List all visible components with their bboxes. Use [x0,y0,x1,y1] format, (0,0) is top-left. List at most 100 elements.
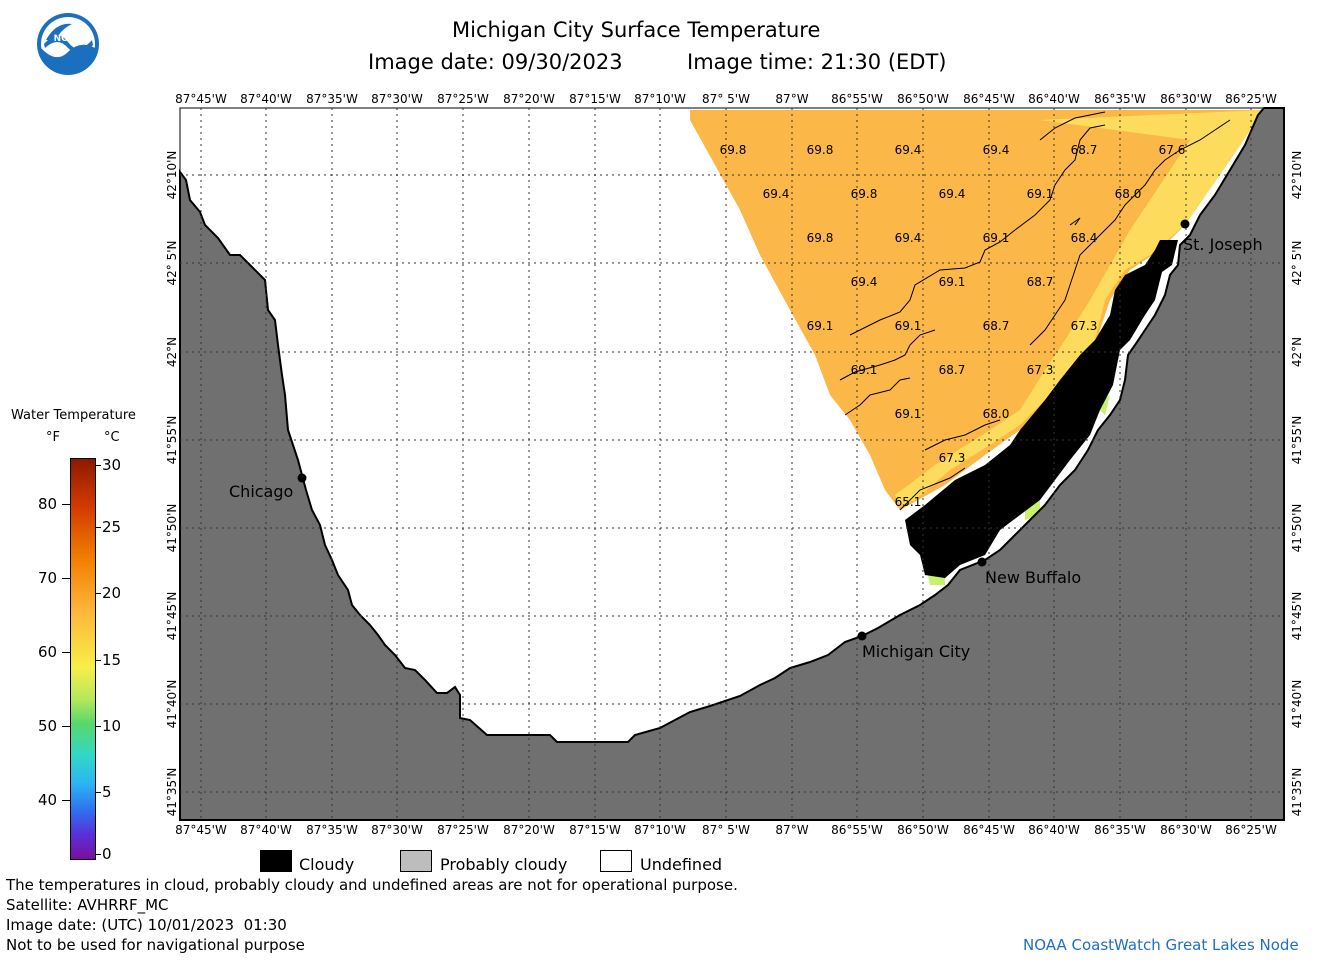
temperature-label: 69.8 [807,231,834,245]
place-marker [297,473,307,483]
place-label: St. Joseph [1183,235,1263,254]
temperature-label: 67.3 [1027,363,1054,377]
temperature-label: 69.4 [939,187,966,201]
colorbar-c-tick-mark [95,660,101,661]
lat-label: 41°35'N [1290,768,1304,817]
temperature-label: 67.3 [939,451,966,465]
colorbar-f-tick-mark [62,578,70,579]
temperature-label: 69.8 [851,187,878,201]
temperature-label: 69.1 [895,319,922,333]
image-date: Image date: 09/30/2023 [368,50,623,74]
lat-label: 41°55'N [1290,416,1304,465]
isotherm-contours [839,111,1231,511]
lat-label: 41°45'N [1290,592,1304,641]
temperature-label: 69.4 [895,231,922,245]
lon-label: 87°W [775,92,808,106]
colorbar-f-tick: 50 [38,717,58,735]
colorbar-c-tick-mark [95,854,101,855]
legend-swatch-cloudy [260,850,292,872]
colorbar-c-tick-mark [95,593,101,594]
lat-label: 42° 5'N [1290,241,1304,286]
temperature-label: 68.0 [983,407,1010,421]
lon-label: 87°45'W [175,92,227,106]
colorbar-c-tick-mark [95,465,101,466]
temperature-label: 68.7 [983,319,1010,333]
footer-utc-date: Image date: (UTC) 10/01/2023 01:30 [6,916,287,934]
colorbar-c-tick-mark [95,792,101,793]
lon-label: 87°40'W [240,92,292,106]
lat-label: 41°50'N [1290,504,1304,553]
colorbar-f-tick: 70 [38,569,58,587]
temperature-label: 69.8 [807,143,834,157]
temperature-label: 69.8 [720,143,747,157]
lat-label: 42°N [165,337,179,367]
lat-label: 42°10'N [1290,151,1304,200]
colorbar-f-tick-mark [62,800,70,801]
lon-label: 86°55'W [831,92,883,106]
noaa-logo-icon: NOAA [36,12,100,76]
colorbar-f-tick-mark [62,652,70,653]
colorbar-f-tick-mark [62,504,70,505]
lon-label: 86°45'W [963,823,1015,837]
colorbar-gradient [70,458,96,860]
lat-label: 42°10'N [165,151,179,200]
colorbar-c-tick: 20 [102,584,122,602]
graticule [180,108,1284,820]
legend-label-cloudy: Cloudy [299,855,355,874]
lon-label: 87° 5'W [702,92,750,106]
colorbar-f-tick: 40 [38,791,58,809]
lon-label: 86°40'W [1028,92,1080,106]
footer-nav-warning: Not to be used for navigational purpose [6,936,305,954]
lon-label: 86°35'W [1094,92,1146,106]
colorbar-c-tick: 10 [102,717,122,735]
colorbar-f-tick-mark [62,726,70,727]
lon-label: 86°30'W [1160,92,1212,106]
lon-label: 86°55'W [831,823,883,837]
place-marker [857,631,867,641]
noaa-logo-text: NOAA [53,34,83,44]
place-marker [977,557,987,567]
lon-label: 87°35'W [306,92,358,106]
lon-label: 86°35'W [1094,823,1146,837]
legend-swatch-probably-cloudy [400,850,432,872]
colorbar-c-tick: 5 [102,783,112,801]
lat-label: 42° 5'N [165,241,179,286]
land-west [179,107,1285,821]
lon-labels-bottom: 87°45'W 87°40'W 87°35'W 87°30'W 87°25'W 87°20… [175,823,1277,837]
lon-label: 87°15'W [569,823,621,837]
lon-labels-top: 87°45'W 87°40'W 87°35'W 87°30'W 87°25'W 87°20… [175,92,1277,106]
temperature-label: 65.1 [895,495,922,509]
lon-label: 87°30'W [371,92,423,106]
lon-label: 86°50'W [897,823,949,837]
colorbar-c-tick: 15 [102,651,122,669]
temperature-label: 69.4 [763,187,790,201]
lat-label: 41°40'N [1290,680,1304,729]
colorbar: Water Temperature °F °C 80 70 60 50 40 30 25 2… [0,400,170,870]
lon-label: 86°45'W [963,92,1015,106]
lat-labels-right: 42°10'N 42° 5'N 42°N 41°55'N 41°50'N 41°45'N 4… [1290,151,1304,817]
lat-label: 41°40'N [165,680,179,729]
colorbar-c-tick: 0 [102,845,112,863]
lon-label: 87°35'W [306,823,358,837]
colorbar-c-tick: 30 [102,456,122,474]
page-title: Michigan City Surface Temperature [452,18,821,42]
lat-label: 41°50'N [165,504,179,553]
lon-label: 86°40'W [1028,823,1080,837]
legend-label-probably-cloudy: Probably cloudy [440,855,568,874]
footer-satellite: Satellite: AVHRRF_MC [6,896,169,914]
image-time: Image time: 21:30 (EDT) [687,50,947,74]
colorbar-c-tick: 25 [102,518,122,536]
lon-label: 87°45'W [175,823,227,837]
cloud-region [905,240,1178,578]
lon-label: 87°40'W [240,823,292,837]
lon-label: 86°50'W [897,92,949,106]
lon-label: 86°25'W [1225,92,1277,106]
lat-label: 41°45'N [165,592,179,641]
colorbar-title: Water Temperature [11,408,136,423]
temperature-labels: 69.8 69.8 69.4 69.4 68.7 67.6 69.4 69.8 69.4 69.1… [720,143,1186,509]
temperature-label: 67.6 [1159,143,1186,157]
lon-label: 87°15'W [569,92,621,106]
temperature-label: 68.7 [1071,143,1098,157]
lon-label: 86°25'W [1225,823,1277,837]
colorbar-c-tick-mark [95,527,101,528]
